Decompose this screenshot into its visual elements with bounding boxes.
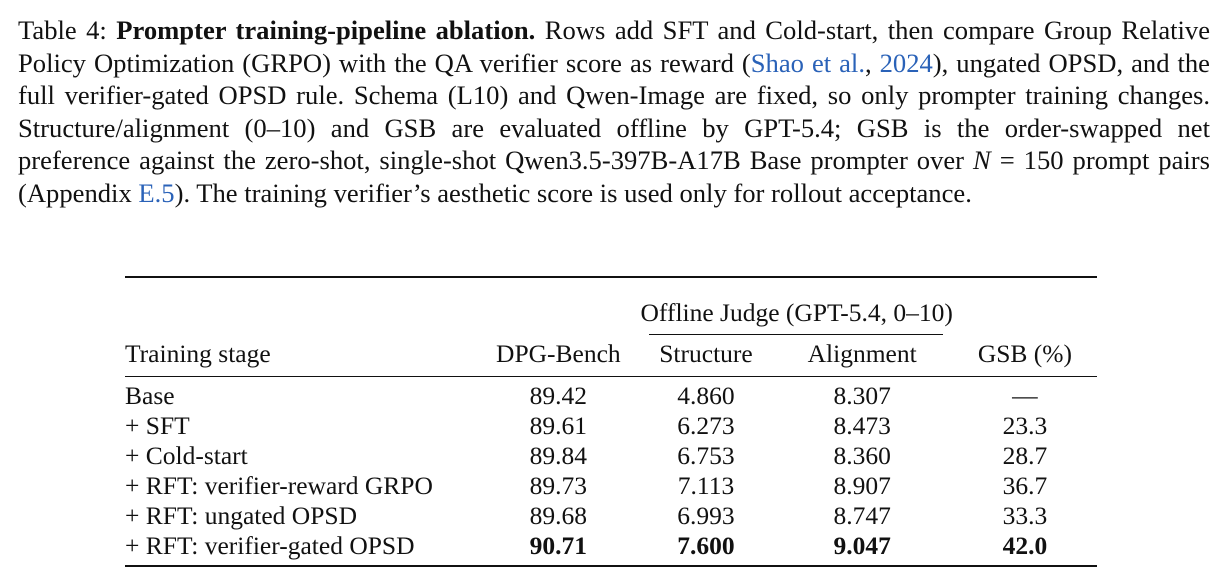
appendix-link[interactable]: E.5 bbox=[138, 177, 175, 208]
header-structure: Structure bbox=[659, 339, 753, 368]
cell-stage: + RFT: ungated OPSD bbox=[125, 501, 358, 530]
header-dpg-bench: DPG-Bench bbox=[496, 339, 621, 368]
table-row: + RFT: verifier-reward GRPO 89.73 7.113 … bbox=[125, 471, 1097, 501]
cell-structure-best: 7.600 bbox=[677, 531, 735, 560]
caption-text-4: ). The training verifier’s aesthetic sco… bbox=[174, 177, 972, 208]
citation-separator: , bbox=[864, 47, 880, 78]
table-row: + SFT 89.61 6.273 8.473 23.3 bbox=[125, 411, 1097, 441]
cell-alignment: 8.747 bbox=[833, 501, 891, 530]
cell-stage: Base bbox=[125, 381, 175, 410]
cell-alignment: 8.307 bbox=[833, 381, 891, 410]
cell-dpg: 89.61 bbox=[529, 411, 588, 440]
cell-dpg-best: 90.71 bbox=[529, 531, 588, 560]
cell-dpg: 89.42 bbox=[529, 381, 588, 410]
cell-gsb-best: 42.0 bbox=[1002, 531, 1048, 560]
cell-structure: 6.753 bbox=[677, 441, 735, 470]
offline-judge-group-header: Offline Judge (GPT-5.4, 0–10) bbox=[641, 277, 953, 335]
math-variable-n: N bbox=[973, 145, 991, 175]
cell-structure: 6.993 bbox=[677, 501, 735, 530]
caption-text-3: = 150 prompt pairs (Appendix bbox=[18, 145, 1210, 208]
cell-dpg: 89.68 bbox=[529, 501, 588, 530]
cell-structure: 4.860 bbox=[677, 381, 735, 410]
cell-gsb: 36.7 bbox=[1002, 471, 1048, 500]
group-header-row: Offline Judge (GPT-5.4, 0–10) bbox=[125, 277, 1097, 335]
cell-gsb: 23.3 bbox=[1002, 411, 1048, 440]
cell-gsb: — bbox=[1012, 381, 1038, 410]
header-training-stage: Training stage bbox=[125, 339, 271, 368]
table-row: + RFT: verifier-gated OPSD 90.71 7.600 9… bbox=[125, 531, 1097, 566]
cell-alignment: 8.473 bbox=[833, 411, 891, 440]
header-alignment: Alignment bbox=[807, 339, 917, 368]
ablation-table: Offline Judge (GPT-5.4, 0–10) Training s… bbox=[125, 276, 1097, 567]
cell-gsb: 28.7 bbox=[1002, 441, 1048, 470]
citation-year-link[interactable]: 2024 bbox=[879, 47, 933, 78]
column-header-row: Training stage DPG-Bench Structure Align… bbox=[125, 332, 1097, 377]
table-row: Base 89.42 4.860 8.307 — bbox=[125, 377, 1097, 412]
cell-alignment: 8.360 bbox=[833, 441, 891, 470]
cell-gsb: 33.3 bbox=[1002, 501, 1048, 530]
table-caption: Table 4: Prompter training-pipeline abla… bbox=[18, 14, 1210, 209]
citation-author-link[interactable]: Shao et al. bbox=[750, 47, 865, 78]
caption-label: Table 4: bbox=[18, 15, 107, 45]
caption-title: Prompter training-pipeline ablation. bbox=[116, 15, 536, 45]
cell-stage: + Cold-start bbox=[125, 441, 248, 470]
cell-dpg: 89.84 bbox=[529, 441, 588, 470]
cell-stage: + RFT: verifier-gated OPSD bbox=[125, 531, 415, 560]
caption-text-1: Rows add SFT and Cold-start, then compar… bbox=[18, 15, 1211, 78]
table-row: + Cold-start 89.84 6.753 8.360 28.7 bbox=[125, 441, 1097, 471]
caption-text-2: ), ungated OPSD, and the full verifier-g… bbox=[18, 47, 1210, 176]
cell-structure: 6.273 bbox=[677, 411, 735, 440]
cell-structure: 7.113 bbox=[677, 471, 735, 500]
cell-alignment: 8.907 bbox=[833, 471, 891, 500]
cell-alignment-best: 9.047 bbox=[833, 531, 891, 560]
table-row: + RFT: ungated OPSD 89.68 6.993 8.747 33… bbox=[125, 501, 1097, 531]
header-gsb: GSB (%) bbox=[977, 339, 1073, 368]
group-header-rule bbox=[648, 334, 943, 335]
cell-dpg: 89.73 bbox=[529, 471, 588, 500]
cell-stage: + RFT: verifier-reward GRPO bbox=[125, 471, 433, 500]
cell-stage: + SFT bbox=[125, 411, 190, 440]
